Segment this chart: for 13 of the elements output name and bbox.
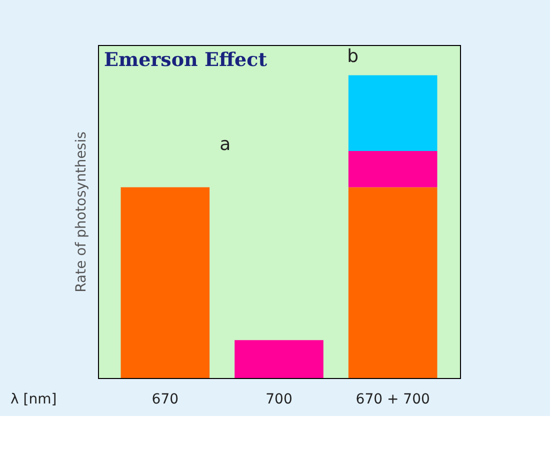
bar	[120, 187, 210, 378]
x-tick-label: 700	[266, 392, 292, 408]
text: b	[347, 46, 359, 68]
y-axis-title: Rate of photosynthesis	[74, 132, 90, 292]
bar	[348, 150, 438, 188]
annotation: a	[220, 134, 231, 155]
bar	[348, 187, 438, 378]
x-tick-label: 670	[152, 392, 179, 408]
bar	[348, 75, 438, 151]
bar	[234, 340, 324, 378]
chart-title: Emerson Effect	[104, 49, 268, 71]
x-axis-title: λ [nm]	[10, 392, 57, 408]
x-tick-label: 670 + 700	[356, 392, 430, 408]
